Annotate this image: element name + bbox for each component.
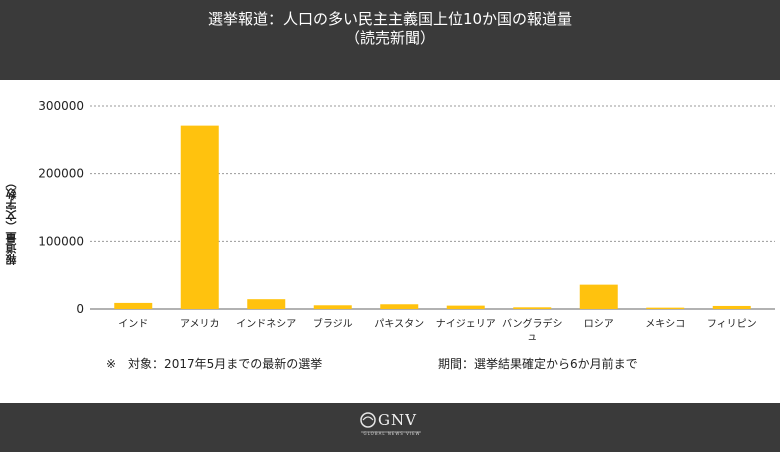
y-tick-label: 0 xyxy=(76,302,84,316)
bar xyxy=(114,302,153,309)
bar xyxy=(180,125,219,309)
y-tick-label: 300000 xyxy=(38,99,84,113)
bar xyxy=(380,304,419,309)
chart-title-line1: 選挙報道：人口の多い民主主義国上位10か国の報道量 xyxy=(207,10,573,28)
x-tick-label: ブラジル xyxy=(313,317,353,330)
gnv-logo-icon xyxy=(360,412,421,433)
x-tick-label: インド xyxy=(118,319,148,330)
x-tick-label: インドネシア xyxy=(236,318,296,330)
x-tick-label: フィリピン xyxy=(707,318,757,330)
bar xyxy=(579,284,618,309)
header-band: 選挙報道：人口の多い民主主義国上位10か国の報道量 （読売新聞） xyxy=(0,0,780,80)
chart-title: 選挙報道：人口の多い民主主義国上位10か国の報道量 （読売新聞） xyxy=(0,10,780,48)
x-tick-label: バングラデシュ xyxy=(502,317,563,343)
x-tick-label: メキシコ xyxy=(645,319,685,330)
bar xyxy=(712,305,751,309)
chart-title-line2: （読売新聞） xyxy=(344,29,435,47)
bar xyxy=(646,307,685,309)
x-tick-label: アメリカ xyxy=(180,318,220,330)
y-tick-label: 200000 xyxy=(38,167,84,181)
bar xyxy=(446,305,485,309)
x-tick-label: パキスタン xyxy=(374,318,424,330)
gnv-logo-text: GNV xyxy=(378,411,417,429)
bar xyxy=(313,305,352,309)
x-tick-label: ナイジェリア xyxy=(436,318,496,330)
bar-chart: 0 100000 200000 300000 インド アメリカ インドネシア ブラジル パキスタ… xyxy=(38,99,775,343)
note-period: 期間：選挙結果確定から6か月前まで xyxy=(438,357,638,371)
footer-band xyxy=(0,403,780,452)
note-target: ※ 対象：2017年5月までの最新の選挙 xyxy=(106,357,323,371)
x-tick-label: ロシア xyxy=(584,319,614,330)
gnv-logo-subtext: GLOBAL NEWS VIEW xyxy=(363,431,421,436)
y-tick-label: 100000 xyxy=(38,234,84,248)
bar xyxy=(513,307,552,309)
bar xyxy=(247,299,286,309)
